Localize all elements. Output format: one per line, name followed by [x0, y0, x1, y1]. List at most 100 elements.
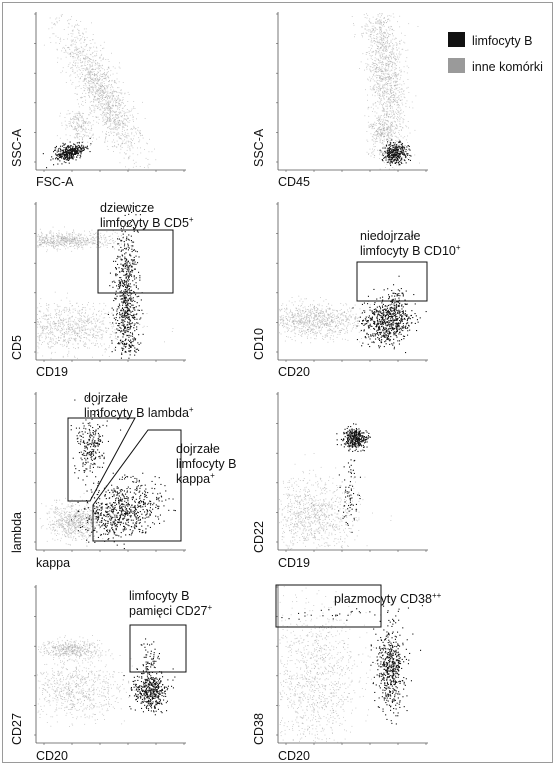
- event-dot: [390, 53, 392, 55]
- event-dot: [117, 98, 118, 100]
- event-dot: [374, 30, 376, 32]
- event-dot: [95, 246, 97, 248]
- event-dot: [128, 318, 130, 320]
- event-dot: [374, 115, 376, 117]
- event-dot: [99, 78, 101, 80]
- event-dot: [383, 93, 385, 95]
- event-dot: [390, 154, 392, 156]
- event-dot: [89, 112, 91, 113]
- event-dot: [71, 51, 73, 53]
- event-dot: [386, 43, 388, 45]
- event-dot: [87, 56, 89, 58]
- event-dot: [387, 85, 389, 87]
- event-dot: [102, 106, 103, 108]
- event-dot: [382, 67, 384, 69]
- event-dot: [383, 35, 384, 36]
- event-dot: [382, 131, 384, 133]
- event-dot: [43, 241, 45, 243]
- event-dot: [81, 145, 83, 147]
- event-dot: [382, 160, 384, 162]
- event-dot: [42, 326, 44, 328]
- event-dot: [401, 99, 403, 101]
- event-dot: [107, 90, 109, 92]
- event-dot: [80, 60, 81, 61]
- event-dot: [84, 344, 86, 346]
- event-dot: [76, 123, 78, 125]
- event-dot: [53, 33, 55, 35]
- event-dot: [91, 86, 93, 87]
- event-dot: [375, 52, 377, 54]
- event-dot: [95, 331, 97, 333]
- event-dot: [79, 236, 80, 238]
- event-dot: [71, 147, 73, 149]
- event-dot: [385, 29, 387, 31]
- event-dot: [379, 54, 381, 56]
- event-dot: [386, 87, 388, 89]
- event-dot: [379, 94, 381, 96]
- event-dot: [382, 133, 384, 135]
- event-dot: [70, 18, 72, 20]
- event-dot: [64, 152, 66, 154]
- event-dot: [392, 154, 394, 156]
- event-dot: [414, 154, 416, 156]
- event-dot: [87, 314, 89, 316]
- event-dot: [367, 121, 369, 123]
- event-dot: [84, 337, 85, 338]
- event-dot: [384, 84, 386, 85]
- event-dot: [89, 235, 91, 236]
- event-dot: [121, 131, 123, 132]
- event-dot: [396, 117, 397, 119]
- event-dot: [403, 71, 405, 73]
- event-dot: [382, 62, 384, 64]
- event-dot: [47, 314, 49, 316]
- event-dot: [383, 98, 385, 99]
- event-dot: [116, 128, 118, 130]
- event-dot: [383, 115, 385, 117]
- event-dot: [390, 78, 392, 80]
- event-dot: [381, 15, 382, 17]
- event-dot: [100, 76, 102, 77]
- event-dot: [120, 92, 122, 94]
- event-dot: [120, 235, 122, 237]
- event-dot: [390, 101, 392, 102]
- event-dot: [381, 135, 383, 137]
- event-dot: [385, 42, 387, 44]
- event-dot: [110, 107, 112, 108]
- event-dot: [86, 78, 87, 80]
- event-dot: [113, 105, 114, 107]
- event-dot: [362, 33, 364, 34]
- event-dot: [105, 138, 106, 139]
- event-dot: [385, 152, 387, 153]
- event-dot: [37, 314, 38, 315]
- event-dot: [385, 63, 387, 64]
- event-dot: [389, 85, 391, 86]
- event-dot: [376, 18, 378, 19]
- event-dot: [68, 319, 69, 321]
- event-dot: [90, 74, 92, 76]
- event-dot: [379, 119, 380, 121]
- event-dot: [47, 241, 49, 243]
- event-dot: [77, 333, 79, 335]
- event-dot: [72, 40, 74, 42]
- event-dot: [364, 115, 366, 117]
- event-dot: [66, 234, 68, 236]
- event-dot: [371, 32, 373, 34]
- event-dot: [113, 95, 114, 96]
- event-dot: [66, 342, 67, 344]
- event-dot: [72, 122, 74, 123]
- event-dot: [123, 119, 125, 121]
- event-dot: [86, 146, 88, 148]
- event-dot: [107, 103, 109, 105]
- event-dot: [392, 43, 393, 44]
- event-dot: [72, 65, 74, 66]
- event-dot: [378, 127, 380, 128]
- event-dot: [92, 39, 93, 41]
- event-dot: [99, 108, 101, 110]
- event-dot: [89, 96, 91, 98]
- other-cell-events: [366, 107, 397, 153]
- event-dot: [76, 242, 78, 244]
- event-dot: [74, 151, 76, 153]
- event-dot: [401, 32, 402, 34]
- event-dot: [385, 34, 387, 36]
- event-dot: [49, 37, 51, 39]
